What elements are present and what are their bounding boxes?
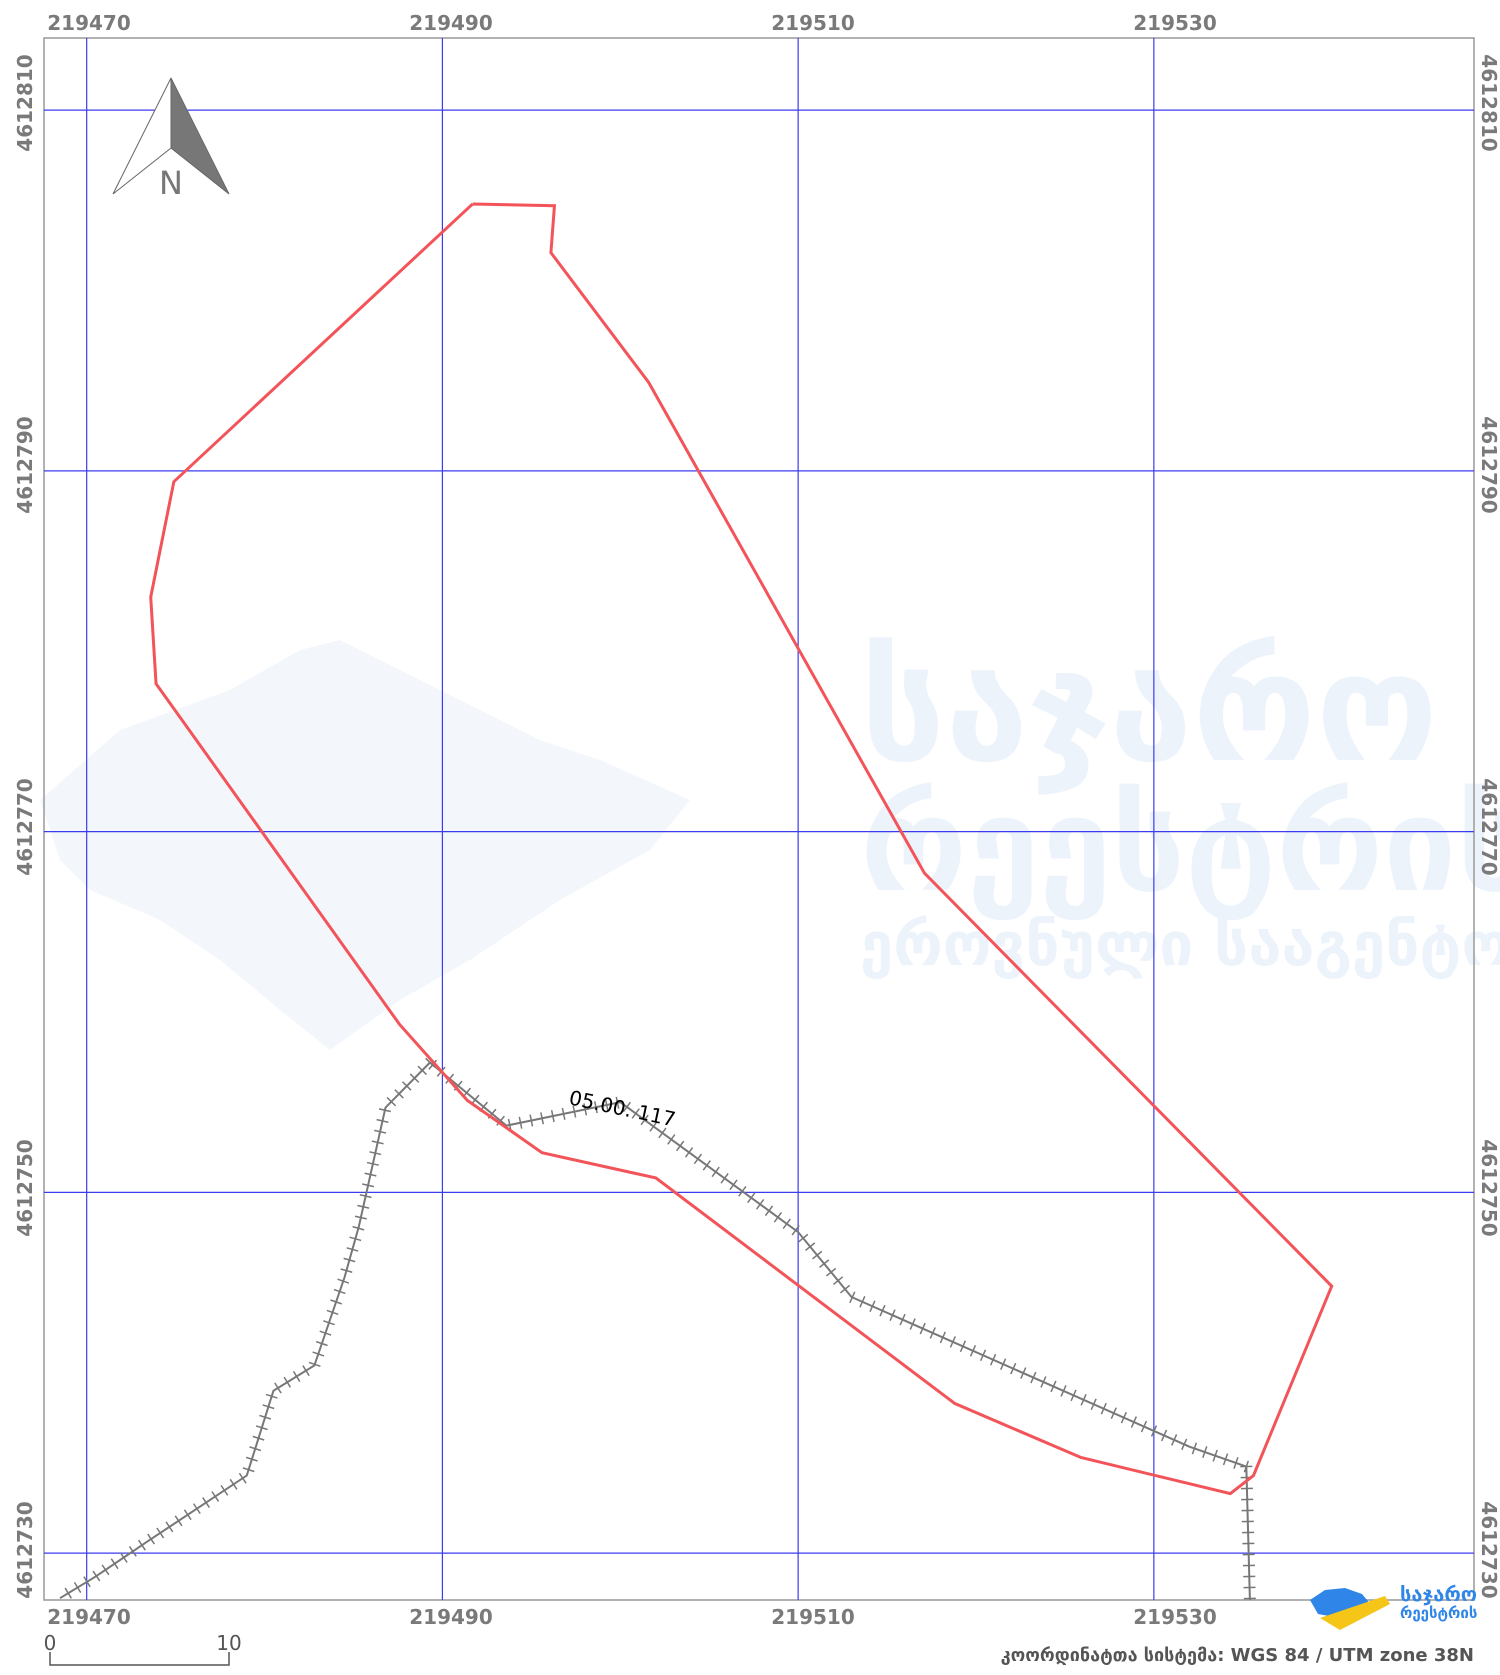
registry-logo: საჯარო რეესტრის <box>1310 1582 1477 1630</box>
railway-branch <box>59 1061 431 1600</box>
watermark-line2: რეესტრის <box>860 769 1500 921</box>
watermark-line3: ეროვნული სააგენტო <box>860 910 1500 980</box>
x-label-bottom: 219490 <box>409 1605 493 1629</box>
x-label-top: 219510 <box>771 11 855 35</box>
railway-branch-ticks <box>64 1057 435 1599</box>
map-frame <box>43 37 1475 1601</box>
logo-rays-shape <box>1320 1596 1390 1630</box>
x-label-bottom: 219530 <box>1133 1605 1217 1629</box>
railway-main <box>429 1061 1247 1468</box>
y-label-right: 4612810 <box>1477 54 1500 151</box>
railway-south-ticks <box>1240 1465 1256 1600</box>
x-label-bottom: 219470 <box>47 1605 131 1629</box>
watermark-line1: საჯარო <box>860 622 1438 796</box>
logo-line1: საჯარო <box>1400 1582 1477 1606</box>
y-label-right: 4612750 <box>1477 1139 1500 1236</box>
y-label-left: 4612770 <box>13 778 37 875</box>
x-label-top: 219530 <box>1133 11 1217 35</box>
y-label-left: 4612730 <box>13 1501 37 1598</box>
y-label-right: 4612770 <box>1477 778 1500 875</box>
parcel-boundary[interactable] <box>149 202 1334 1496</box>
y-label-left: 4612810 <box>13 54 37 151</box>
y-label-right: 4612730 <box>1477 1501 1500 1598</box>
railway-main-ticks <box>428 1059 1250 1473</box>
y-label-right: 4612790 <box>1477 416 1500 513</box>
y-labels-right: 4612810 4612790 4612770 4612750 4612730 <box>1477 54 1500 1598</box>
x-label-top: 219490 <box>409 11 493 35</box>
x-labels-bottom: 219470 219490 219510 219530 <box>47 1605 1217 1629</box>
coordinate-grid <box>44 38 1474 1600</box>
y-labels-left: 4612810 4612790 4612770 4612750 4612730 <box>13 54 37 1598</box>
scale-end-label: 10 <box>216 1631 241 1655</box>
watermark: საჯარო რეესტრის ეროვნული სააგენტო <box>40 622 1500 1050</box>
scale-bar: 0 10 <box>44 1631 242 1666</box>
watermark-map-shape <box>40 640 690 1050</box>
x-labels-top: 219470 219490 219510 219530 <box>47 11 1217 35</box>
y-label-left: 4612750 <box>13 1139 37 1236</box>
x-label-top: 219470 <box>47 11 131 35</box>
scale-start-label: 0 <box>44 1631 57 1655</box>
parcel-label: 05.00. 117 <box>567 1085 678 1131</box>
north-arrow-icon: N <box>112 77 230 202</box>
north-label: N <box>159 164 183 202</box>
y-label-left: 4612790 <box>13 416 37 513</box>
x-label-bottom: 219510 <box>771 1605 855 1629</box>
railway-line <box>59 1057 1256 1601</box>
crs-label: კოორდინატთა სისტემა: WGS 84 / UTM zone 3… <box>1001 1645 1474 1666</box>
logo-line2: რეესტრის <box>1400 1604 1477 1622</box>
